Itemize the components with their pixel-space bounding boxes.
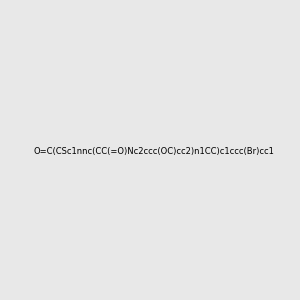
Text: O=C(CSc1nnc(CC(=O)Nc2ccc(OC)cc2)n1CC)c1ccc(Br)cc1: O=C(CSc1nnc(CC(=O)Nc2ccc(OC)cc2)n1CC)c1c…	[33, 147, 274, 156]
